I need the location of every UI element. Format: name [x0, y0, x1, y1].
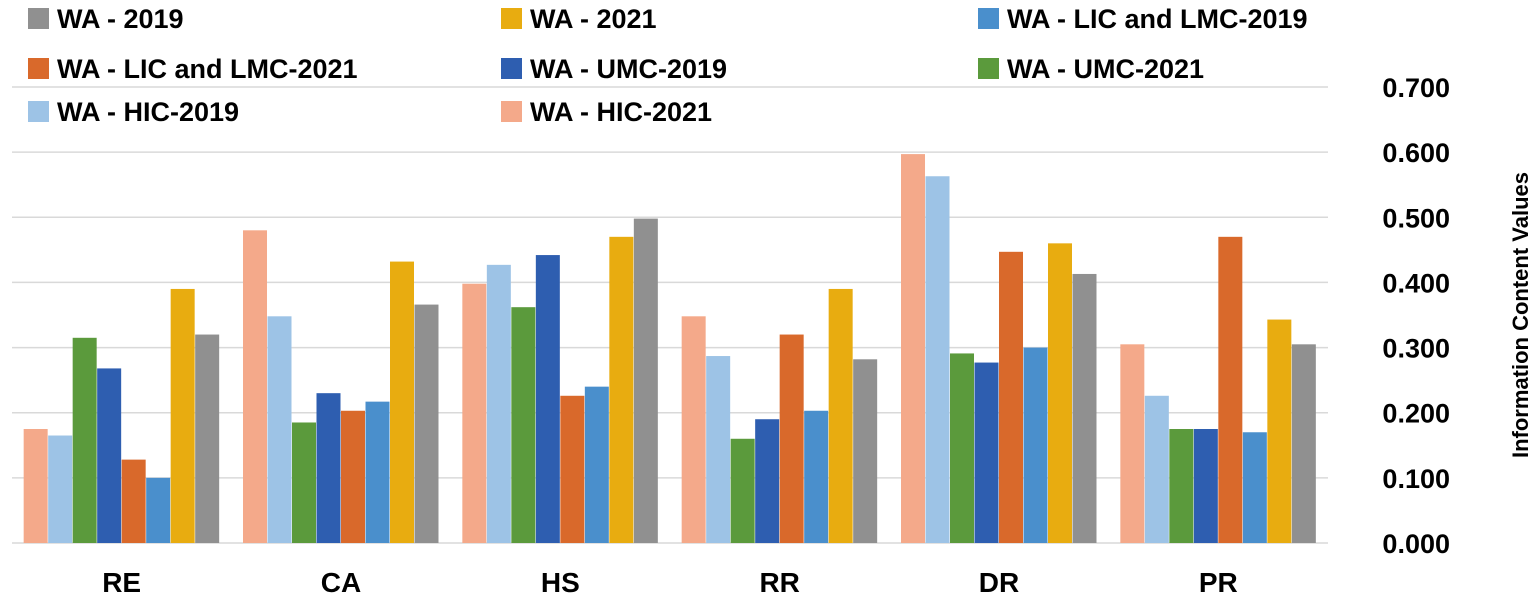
y-tick-label: 0.400	[1382, 268, 1450, 298]
bar-pr-wa-lic-and-lmc-2019	[1242, 432, 1267, 543]
bar-dr-wa-hic-2019	[925, 176, 950, 543]
legend-item: WA - LIC and LMC-2019	[978, 4, 1308, 34]
bar-re-wa-hic-2021	[23, 429, 48, 543]
gridlines	[12, 86, 1328, 544]
bar-rr-wa-hic-2019	[706, 356, 731, 543]
x-category-label: RR	[759, 567, 799, 598]
legend-swatch	[978, 8, 999, 29]
legend-swatch	[28, 58, 49, 79]
bar-hs-wa-2021	[609, 236, 634, 544]
legend-label: WA - 2019	[57, 4, 184, 34]
legend-item: WA - 2021	[501, 4, 657, 34]
bar-re-wa-umc-2021	[72, 337, 97, 543]
legend-label: WA - LIC and LMC-2019	[1007, 4, 1308, 34]
bar-hs-wa-hic-2021	[462, 283, 487, 543]
legend-swatch	[501, 8, 522, 29]
bar-hs-wa-2019	[633, 218, 658, 544]
bar-hs-wa-hic-2019	[486, 264, 511, 543]
legend-label: WA - HIC-2021	[530, 97, 712, 127]
x-category-label: PR	[1199, 567, 1238, 598]
legend-label: WA - 2021	[530, 4, 657, 34]
legend-label: WA - HIC-2019	[57, 97, 239, 127]
bar-rr-wa-umc-2019	[755, 419, 780, 543]
x-category-label: CA	[321, 567, 361, 598]
legend-swatch	[28, 101, 49, 122]
legend: WA - 2019 WA - 2021 WA - LIC and LMC-2019 W…	[28, 4, 1308, 127]
bar-ca-wa-umc-2019	[316, 393, 341, 543]
legend-item: WA - LIC and LMC-2021	[28, 54, 358, 84]
legend-swatch	[501, 101, 522, 122]
bar-re-wa-umc-2019	[97, 368, 122, 543]
legend-swatch	[28, 8, 49, 29]
y-tick-label: 0.500	[1382, 203, 1450, 233]
bar-dr-wa-2019	[1072, 273, 1097, 543]
bar-dr-wa-hic-2021	[901, 154, 925, 543]
x-category-label: DR	[979, 567, 1019, 598]
legend-item: WA - HIC-2021	[501, 97, 712, 127]
bar-dr-wa-2021	[1048, 243, 1072, 544]
bar-dr-wa-lic-and-lmc-2019	[1023, 347, 1048, 543]
bar-hs-wa-lic-and-lmc-2019	[584, 386, 609, 543]
y-tick-label: 0.200	[1382, 399, 1450, 429]
y-axis-title: Information Content Values	[1508, 172, 1533, 458]
bar-ca-wa-hic-2021	[243, 230, 267, 544]
legend-label: WA - LIC and LMC-2021	[57, 54, 358, 84]
legend-item: WA - UMC-2021	[978, 54, 1204, 84]
bar-re-wa-lic-and-lmc-2019	[146, 477, 171, 543]
axes: 0.000 0.100 0.200 0.300 0.400 0.500 0.600 0.700…	[102, 73, 1533, 598]
bar-hs-wa-umc-2021	[511, 307, 536, 543]
legend-item: WA - UMC-2019	[501, 54, 727, 84]
bar-pr-wa-lic-and-lmc-2021	[1218, 236, 1243, 544]
bar-rr-wa-umc-2021	[730, 438, 755, 543]
x-category-label: RE	[102, 567, 141, 598]
bar-ca-wa-lic-and-lmc-2021	[341, 410, 365, 543]
bar-pr-wa-umc-2019	[1193, 429, 1218, 543]
bar-pr-wa-umc-2021	[1169, 429, 1194, 543]
bar-hs-wa-umc-2019	[535, 255, 560, 543]
bar-rr-wa-2021	[828, 288, 853, 543]
y-tick-label: 0.700	[1382, 73, 1450, 103]
bar-pr-wa-2019	[1291, 344, 1316, 543]
y-tick-label: 0.300	[1382, 334, 1450, 364]
bar-pr-wa-hic-2019	[1144, 395, 1169, 543]
bars	[23, 154, 1316, 544]
legend-label: WA - UMC-2019	[530, 54, 727, 84]
bar-pr-wa-hic-2021	[1120, 344, 1145, 543]
bar-ca-wa-lic-and-lmc-2019	[365, 401, 390, 543]
bar-re-wa-2021	[170, 288, 195, 543]
y-tick-label: 0.000	[1382, 529, 1450, 559]
y-tick-label: 0.600	[1382, 138, 1450, 168]
bar-re-wa-2019	[195, 334, 220, 543]
bar-re-wa-lic-and-lmc-2021	[121, 459, 146, 543]
bar-ca-wa-2021	[390, 261, 414, 543]
bar-ca-wa-2019	[414, 304, 439, 543]
bar-hs-wa-lic-and-lmc-2021	[560, 395, 585, 543]
legend-swatch	[978, 58, 999, 79]
bar-rr-wa-lic-and-lmc-2019	[804, 410, 829, 543]
legend-swatch	[501, 58, 522, 79]
bar-pr-wa-2021	[1267, 319, 1292, 543]
bar-dr-wa-lic-and-lmc-2021	[999, 251, 1023, 543]
legend-label: WA - UMC-2021	[1007, 54, 1204, 84]
bar-ca-wa-hic-2019	[267, 316, 292, 543]
bar-rr-wa-2019	[853, 359, 878, 543]
bar-re-wa-hic-2019	[48, 435, 73, 543]
y-tick-label: 0.100	[1382, 464, 1450, 494]
bar-ca-wa-umc-2021	[292, 422, 316, 543]
legend-item: WA - 2019	[28, 4, 184, 34]
bar-rr-wa-hic-2021	[681, 316, 706, 543]
legend-item: WA - HIC-2019	[28, 97, 239, 127]
bar-rr-wa-lic-and-lmc-2021	[779, 334, 804, 543]
bar-dr-wa-umc-2019	[974, 362, 999, 543]
bar-dr-wa-umc-2021	[950, 353, 974, 543]
x-category-label: HS	[541, 567, 580, 598]
